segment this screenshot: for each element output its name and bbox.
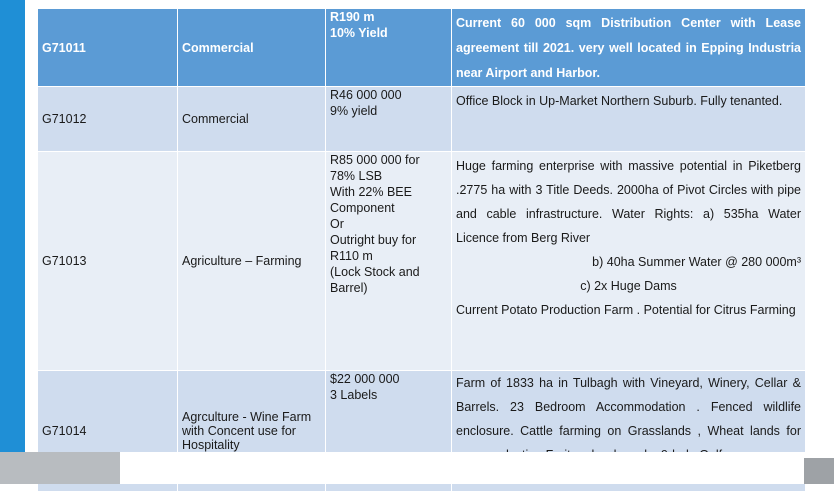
listing-type: Commercial (182, 112, 249, 126)
listing-code-cell: G71011 (37, 8, 178, 87)
listing-description: Office Block in Up-Market Northern Subur… (456, 94, 783, 108)
listing-price: R46 000 000 9% yield (330, 88, 402, 118)
listing-description-cell: Current 60 000 sqm Distribution Center w… (451, 8, 806, 87)
table-row: G71011 Commercial R190 m 10% Yield Curre… (37, 8, 806, 87)
property-listings-table: G71011 Commercial R190 m 10% Yield Curre… (37, 8, 806, 492)
listing-code: G71014 (42, 424, 87, 438)
footer-gray-block (0, 452, 120, 484)
footer-band (0, 452, 834, 484)
listing-price: $22 000 000 3 Labels (330, 372, 400, 402)
listing-price: R190 m 10% Yield (330, 10, 388, 40)
listing-code: G71012 (42, 112, 87, 126)
listing-type: Agrculture - Wine Farm with Concent use … (182, 410, 312, 452)
listing-price-cell: R85 000 000 for 78% LSB With 22% BEE Com… (325, 151, 452, 371)
listing-description: Current Potato Production Farm . Potenti… (456, 303, 796, 317)
left-accent-bar (0, 0, 25, 452)
listing-description: b) 40ha Summer Water @ 280 000m³ (592, 255, 801, 269)
table-row: G71013 Agriculture – Farming R85 000 000… (37, 151, 806, 371)
listing-description: c) 2x Huge Dams (580, 279, 677, 293)
listing-code: G71011 (42, 40, 86, 55)
listing-price-cell: R190 m 10% Yield (325, 8, 452, 87)
listing-description: Current 60 000 sqm Distribution Center w… (456, 16, 801, 80)
listing-price: R85 000 000 for 78% LSB With 22% BEE Com… (330, 153, 420, 295)
listing-type: Commercial (182, 40, 254, 55)
listing-type: Agriculture – Farming (182, 254, 302, 268)
listing-code-cell: G71013 (37, 151, 178, 371)
listing-description: Huge farming enterprise with massive pot… (456, 159, 801, 245)
footer-gray-block-right (804, 458, 834, 484)
listing-type-cell: Commercial (177, 8, 326, 87)
listing-description-cell: Office Block in Up-Market Northern Subur… (451, 86, 806, 152)
listing-price-cell: R46 000 000 9% yield (325, 86, 452, 152)
listing-type-cell: Commercial (177, 86, 326, 152)
table-row: G71012 Commercial R46 000 000 9% yield O… (37, 86, 806, 152)
listing-type-cell: Agriculture – Farming (177, 151, 326, 371)
listing-code: G71013 (42, 254, 87, 268)
listing-description-cell: Huge farming enterprise with massive pot… (451, 151, 806, 371)
listing-code-cell: G71012 (37, 86, 178, 152)
